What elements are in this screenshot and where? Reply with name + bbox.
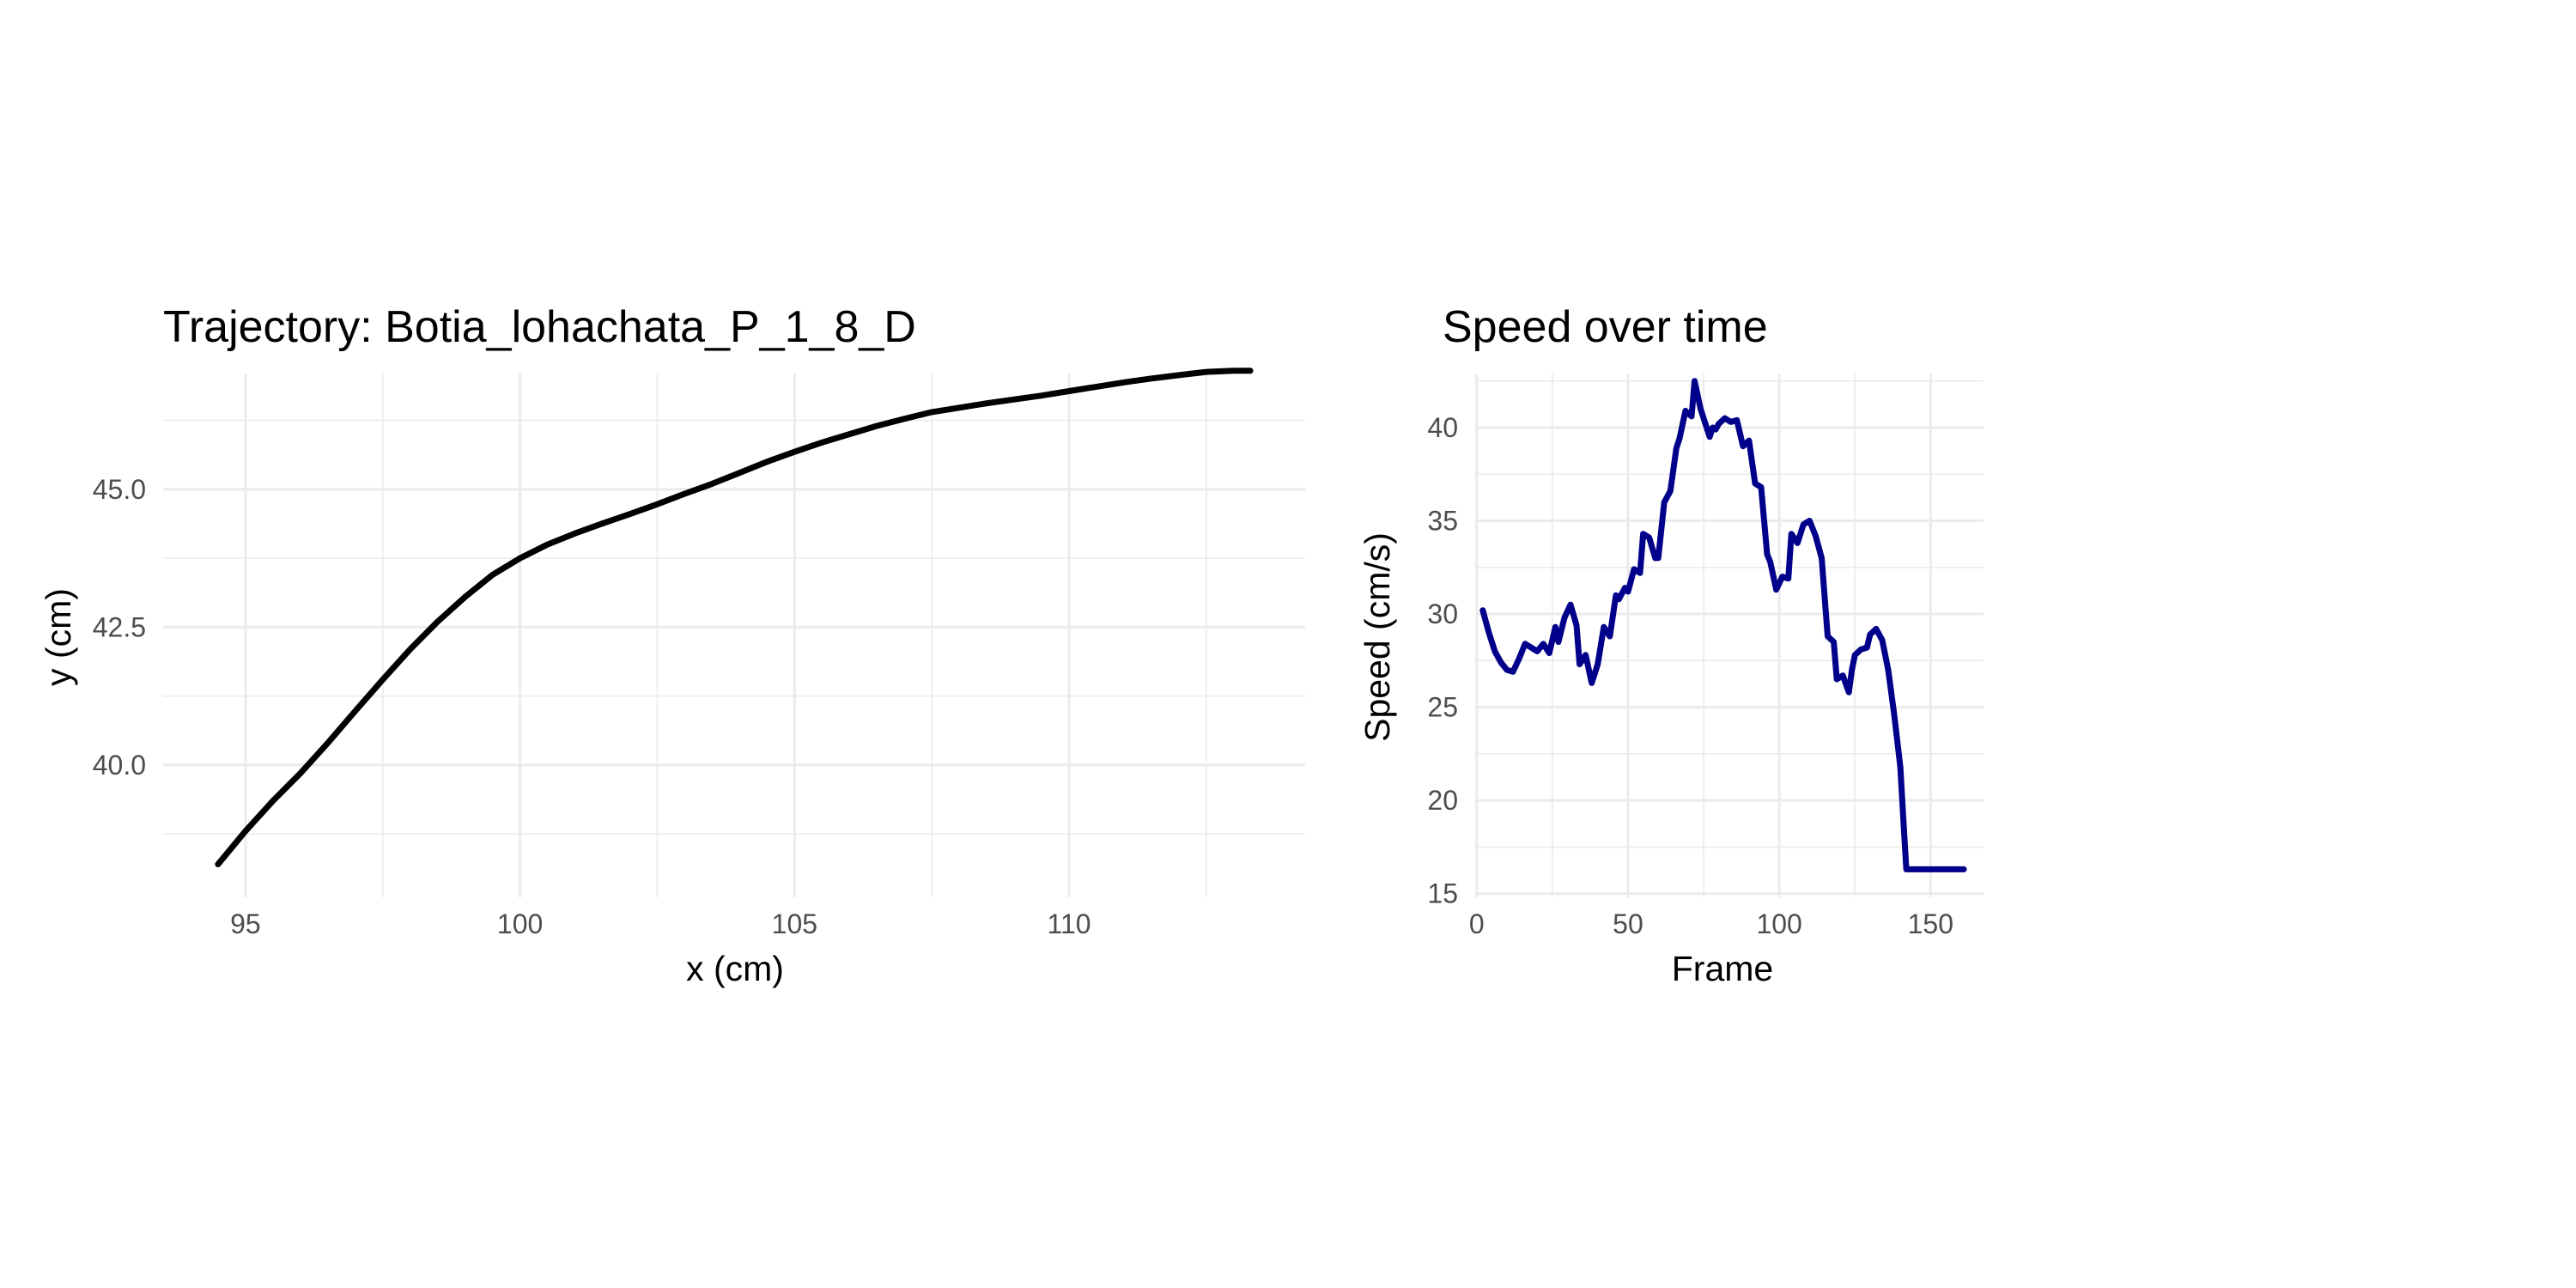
- speed-series-line-0: [1479, 378, 1967, 872]
- trajectory-x-tick-labels: 95 100 105 110: [230, 908, 1091, 939]
- speed-y-tick-label: 25: [1427, 692, 1458, 723]
- speed-x-tick-label: 150: [1908, 908, 1953, 939]
- traj-y-tick-label: 42.5: [93, 611, 146, 642]
- speed-x-tick-label: 0: [1469, 908, 1485, 939]
- speed-x-tick-label: 50: [1613, 908, 1643, 939]
- speed-x-tick-labels: 0 50 100 150: [1469, 908, 1953, 939]
- speed-panel: Speed over time 0 50 100 150 15 20 25 30 35 40 F…: [1358, 302, 1984, 988]
- speed-x-axis-title: Frame: [1672, 949, 1773, 988]
- traj-x-tick-label: 95: [230, 908, 261, 939]
- speed-grid: [1475, 374, 1984, 897]
- trajectory-y-tick-labels: 40.0 42.5 45.0: [93, 474, 146, 781]
- speed-line: [1479, 378, 1967, 872]
- trajectory-grid: [163, 374, 1305, 897]
- traj-x-tick-label: 110: [1048, 908, 1091, 939]
- speed-y-tick-label: 40: [1427, 412, 1458, 443]
- speed-y-tick-label: 15: [1427, 878, 1458, 909]
- traj-x-tick-label: 105: [772, 908, 817, 939]
- trajectory-line: [215, 368, 1254, 867]
- speed-y-tick-label: 30: [1427, 598, 1458, 629]
- traj-x-tick-label: 100: [497, 908, 543, 939]
- trajectory-y-axis-title: y (cm): [39, 588, 78, 686]
- speed-title: Speed over time: [1443, 302, 1768, 352]
- speed-y-tick-labels: 15 20 25 30 35 40: [1427, 412, 1458, 909]
- traj-y-tick-label: 40.0: [93, 750, 146, 781]
- traj-y-tick-label: 45.0: [93, 474, 146, 505]
- speed-y-axis-title: Speed (cm/s): [1358, 532, 1397, 742]
- speed-y-tick-label: 35: [1427, 505, 1458, 536]
- trajectory-title: Trajectory: Botia_lohachata_P_1_8_D: [163, 302, 916, 352]
- speed-x-tick-label: 100: [1756, 908, 1801, 939]
- traj-series-line-0: [215, 368, 1254, 867]
- trajectory-x-axis-title: x (cm): [686, 949, 784, 988]
- speed-y-tick-label: 20: [1427, 785, 1458, 816]
- trajectory-panel: Trajectory: Botia_lohachata_P_1_8_D 95 10…: [39, 302, 1305, 988]
